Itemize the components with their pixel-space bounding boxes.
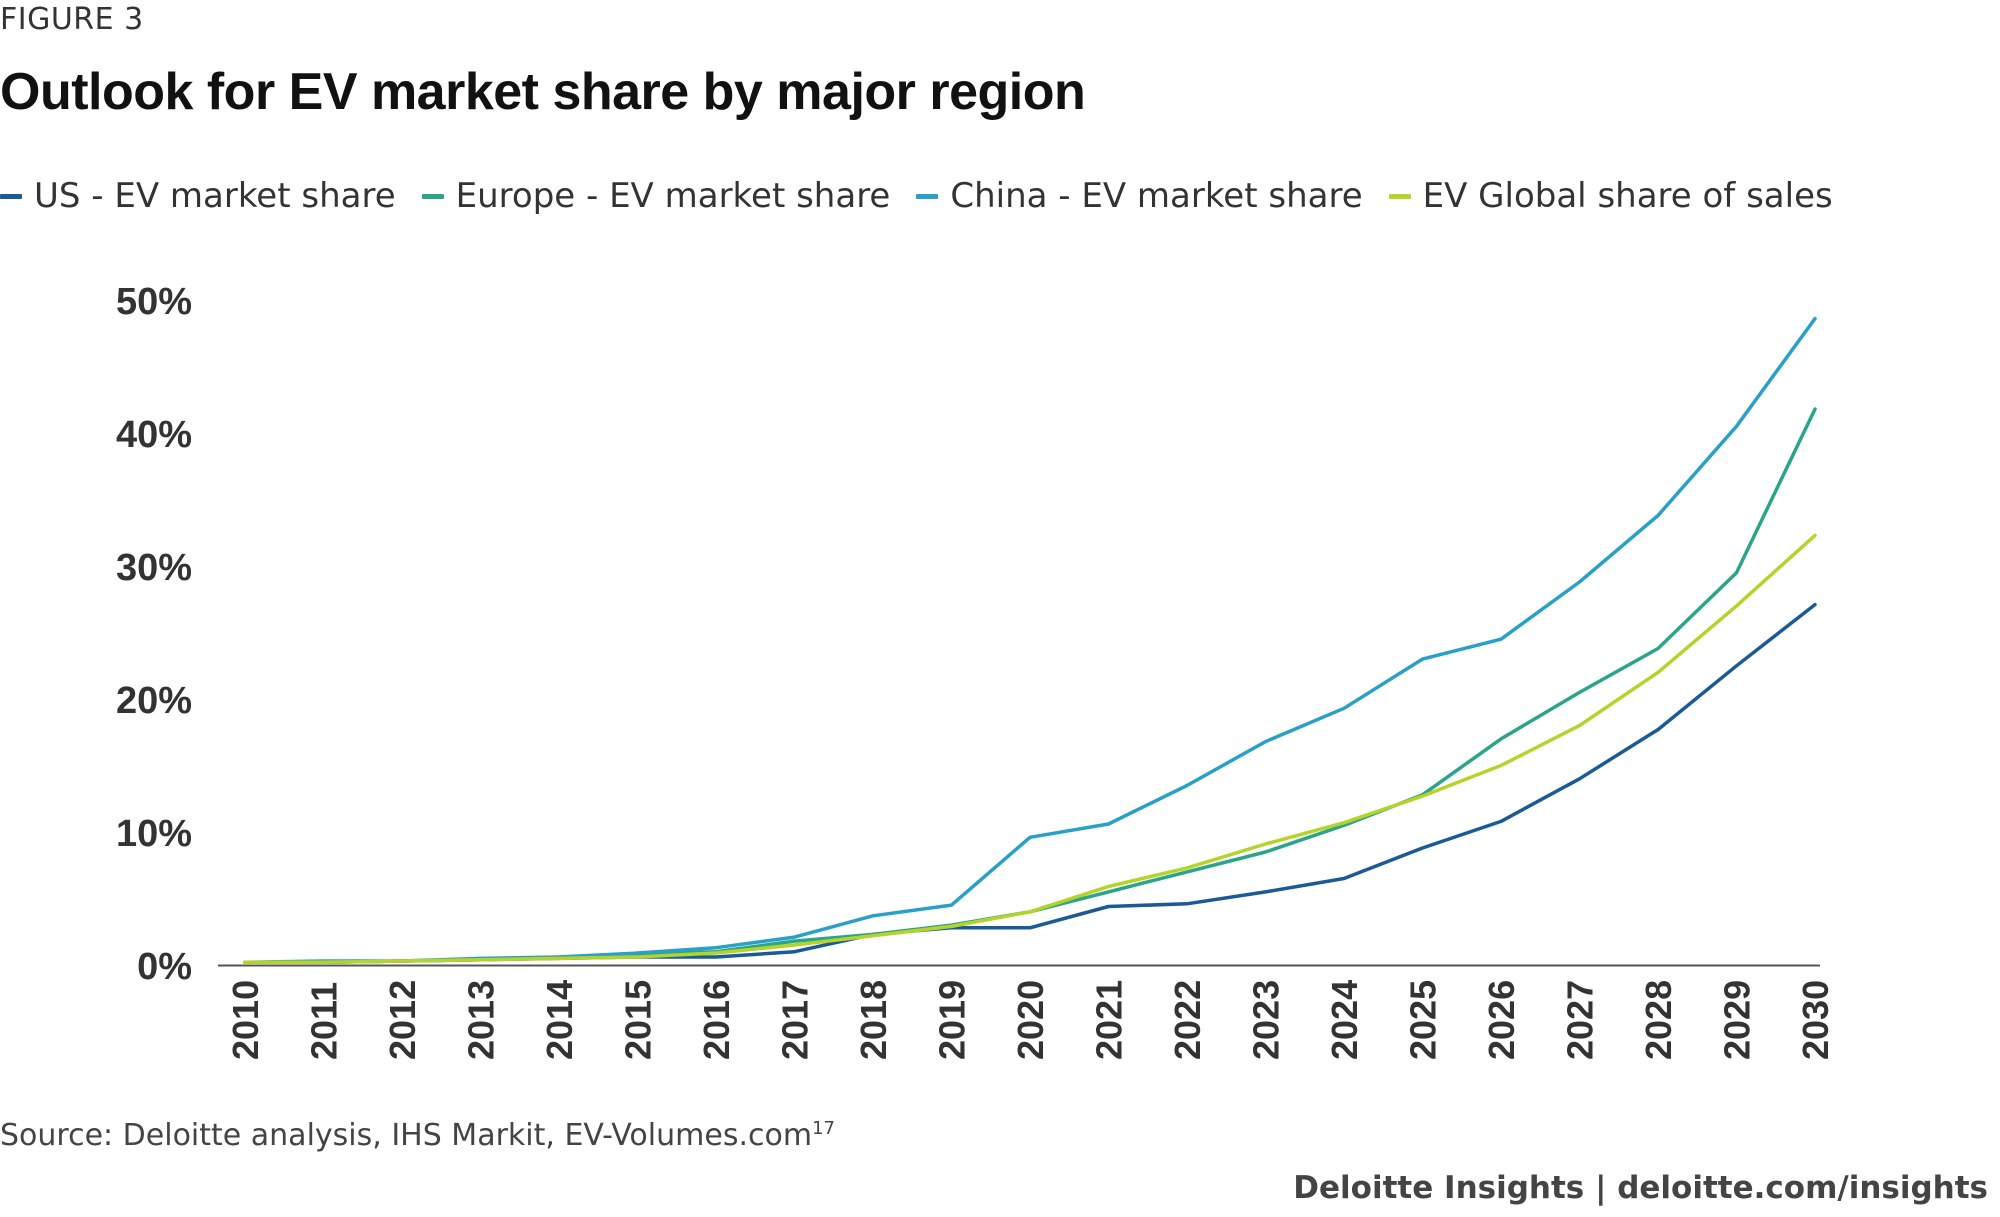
x-tick-label: 2017 (775, 980, 816, 1060)
source-ref: 17 (812, 1118, 835, 1139)
y-tick-label: 0% (137, 946, 192, 988)
x-tick-label: 2016 (696, 980, 737, 1060)
series-line-china (243, 316, 1817, 965)
y-tick-label: 20% (116, 680, 192, 722)
legend-item-europe: Europe - EV market share (421, 176, 891, 216)
x-tick-label: 2014 (539, 980, 580, 1060)
footer-link[interactable]: deloitte.com/insights (1617, 1170, 1988, 1206)
x-tick-label: 2023 (1246, 980, 1287, 1060)
x-tick-label: 2027 (1560, 980, 1601, 1060)
y-tick-label: 10% (116, 813, 192, 855)
series-line-europe (243, 407, 1817, 965)
x-tick-label: 2021 (1089, 980, 1130, 1060)
x-tick-label: 2024 (1324, 980, 1365, 1060)
legend-label-us: US - EV market share (34, 176, 396, 216)
legend-label-global: EV Global share of sales (1422, 176, 1833, 216)
footer-credit: Deloitte Insights | deloitte.com/insight… (1293, 1170, 1988, 1206)
legend-item-china: China - EV market share (916, 176, 1363, 216)
legend-swatch-china (916, 193, 939, 199)
footer-brand: Deloitte Insights (1293, 1170, 1585, 1206)
x-tick-label: 2022 (1167, 980, 1208, 1060)
series-line-global (243, 533, 1817, 965)
chart-title: Outlook for EV market share by major reg… (0, 63, 1086, 121)
x-tick-label: 2030 (1795, 980, 1836, 1060)
x-tick-label: 2020 (1010, 980, 1051, 1060)
line-chart: 0% 10% 20% 30% 40% 50% 2010 2011 2012 2013 2014 201… (116, 281, 1836, 1060)
series-line-us (243, 602, 1817, 965)
legend-swatch-us (0, 193, 22, 199)
x-tick-label: 2013 (461, 980, 502, 1060)
x-tick-label: 2015 (618, 980, 659, 1060)
x-tick-label: 2019 (932, 980, 973, 1060)
x-tick-label: 2029 (1717, 980, 1758, 1060)
y-tick-label: 50% (116, 281, 192, 323)
x-tick-label: 2010 (225, 980, 266, 1060)
x-tick-label: 2028 (1638, 980, 1679, 1060)
legend-swatch-europe (421, 193, 444, 199)
x-tick-label: 2026 (1481, 980, 1522, 1060)
x-tick-label: 2011 (304, 982, 345, 1060)
x-tick-label: 2025 (1403, 980, 1444, 1060)
legend-label-europe: Europe - EV market share (455, 176, 891, 216)
source-text: Source: Deloitte analysis, IHS Markit, E… (0, 1118, 813, 1153)
chart-legend: US - EV market share Europe - EV market … (0, 176, 1833, 216)
legend-item-us: US - EV market share (0, 176, 396, 216)
legend-label-china: China - EV market share (950, 176, 1363, 216)
legend-swatch-global (1388, 193, 1411, 199)
y-tick-label: 30% (116, 547, 192, 589)
figure-label: FIGURE 3 (0, 2, 144, 37)
x-tick-label: 2018 (853, 980, 894, 1060)
footer-separator: | (1595, 1170, 1607, 1206)
y-tick-label: 40% (116, 414, 192, 456)
legend-item-global: EV Global share of sales (1388, 176, 1833, 216)
x-tick-label: 2012 (382, 980, 423, 1060)
source-note: Source: Deloitte analysis, IHS Markit, E… (0, 1118, 835, 1153)
